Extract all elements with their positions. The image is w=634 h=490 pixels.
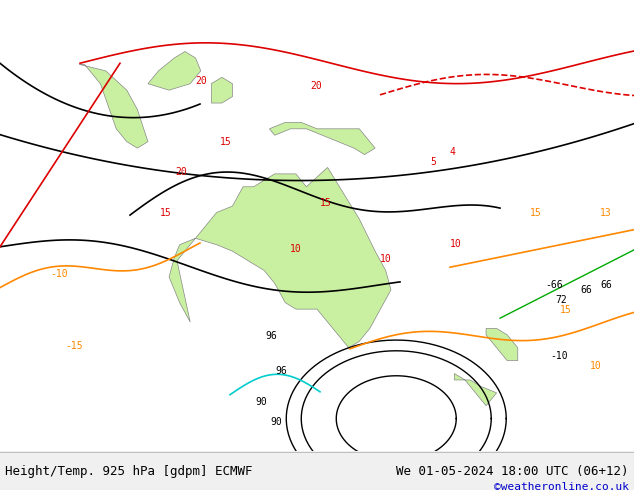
Text: 4: 4 <box>450 147 456 157</box>
Polygon shape <box>169 168 391 348</box>
Text: We 01-05-2024 18:00 UTC (06+12): We 01-05-2024 18:00 UTC (06+12) <box>396 465 629 478</box>
Text: 15: 15 <box>160 208 172 218</box>
Text: 20: 20 <box>195 75 207 86</box>
Text: 15: 15 <box>320 198 332 208</box>
Text: -10: -10 <box>50 270 68 279</box>
Text: 66: 66 <box>600 280 612 290</box>
Text: 66: 66 <box>580 285 592 294</box>
Text: Height/Temp. 925 hPa [gdpm] ECMWF: Height/Temp. 925 hPa [gdpm] ECMWF <box>5 465 252 478</box>
Text: 90: 90 <box>255 397 267 407</box>
Text: 90: 90 <box>270 417 281 427</box>
Text: -66: -66 <box>545 280 562 290</box>
Polygon shape <box>79 64 148 148</box>
Text: ©weatheronline.co.uk: ©weatheronline.co.uk <box>494 482 629 490</box>
Polygon shape <box>486 328 518 361</box>
Text: 10: 10 <box>450 239 462 249</box>
Polygon shape <box>211 77 233 103</box>
Text: -15: -15 <box>65 341 82 351</box>
Text: 72: 72 <box>555 295 567 305</box>
Text: 15: 15 <box>220 137 232 147</box>
Text: 10: 10 <box>290 244 302 254</box>
Text: 20: 20 <box>175 168 187 177</box>
Text: 10: 10 <box>590 361 602 371</box>
Text: 13: 13 <box>600 208 612 218</box>
Text: 10: 10 <box>380 254 392 264</box>
Polygon shape <box>148 51 201 90</box>
Text: 96: 96 <box>265 331 277 341</box>
Text: 5: 5 <box>430 157 436 167</box>
Text: 15: 15 <box>530 208 541 218</box>
Text: 15: 15 <box>560 305 572 315</box>
Polygon shape <box>455 373 496 406</box>
Polygon shape <box>269 122 375 154</box>
Text: 96: 96 <box>275 367 287 376</box>
Text: -10: -10 <box>550 351 567 361</box>
Text: 20: 20 <box>310 81 321 91</box>
